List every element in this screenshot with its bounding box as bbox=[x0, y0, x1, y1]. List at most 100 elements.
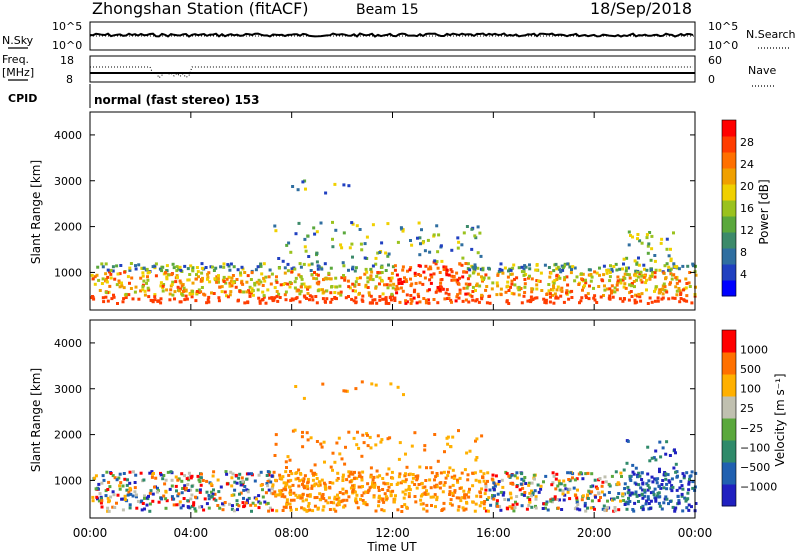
echo-cell bbox=[133, 490, 137, 494]
echo-cell bbox=[445, 273, 449, 277]
echo-cell bbox=[427, 288, 431, 292]
echo-cell bbox=[426, 238, 430, 242]
echo-cell bbox=[638, 239, 642, 243]
echo-cell bbox=[531, 298, 535, 301]
echo-cell bbox=[338, 452, 342, 456]
echo-cell bbox=[106, 299, 110, 303]
echo-cell bbox=[222, 280, 226, 283]
echo-cell bbox=[159, 284, 163, 288]
echo-cell bbox=[168, 487, 172, 491]
echo-cell bbox=[124, 296, 128, 299]
echo-cell bbox=[603, 284, 606, 288]
echo-cell bbox=[507, 474, 511, 478]
echo-cell bbox=[148, 491, 152, 495]
echo-cell bbox=[433, 259, 437, 263]
echo-cell bbox=[277, 266, 281, 270]
echo-cell bbox=[266, 288, 270, 292]
echo-cell bbox=[427, 301, 431, 305]
echo-cell bbox=[331, 451, 335, 455]
time-axis: 00:00 04:00 08:00 12:00 16:00 20:00 00:00 bbox=[73, 112, 712, 540]
echo-cell bbox=[689, 474, 693, 478]
echo-cell bbox=[331, 220, 334, 224]
echo-cell bbox=[443, 297, 447, 301]
echo-cell bbox=[522, 273, 526, 277]
echo-cell bbox=[318, 492, 322, 496]
echo-cell bbox=[321, 288, 324, 292]
echo-cell bbox=[633, 285, 636, 289]
echo-cell bbox=[491, 486, 495, 490]
echo-cell bbox=[293, 280, 297, 284]
echo-cell bbox=[250, 271, 254, 275]
echo-cell bbox=[646, 488, 650, 492]
echo-cell bbox=[91, 495, 95, 499]
echo-cell bbox=[602, 264, 606, 268]
echo-cell bbox=[351, 222, 355, 226]
echo-cell bbox=[456, 293, 460, 297]
echo-cell bbox=[269, 480, 273, 484]
echo-cell bbox=[316, 507, 320, 511]
echo-cell bbox=[464, 298, 468, 302]
echo-cell bbox=[445, 268, 449, 272]
x-tick-label: 12:00 bbox=[375, 526, 410, 540]
echo-cell bbox=[658, 268, 662, 272]
echo-cell bbox=[390, 271, 394, 275]
echo-cell bbox=[304, 285, 308, 289]
echo-cell bbox=[449, 498, 453, 502]
echo-cell bbox=[216, 478, 220, 482]
echo-cell bbox=[217, 299, 221, 303]
echo-cell bbox=[271, 297, 275, 301]
echo-cell bbox=[99, 501, 103, 505]
echo-cell bbox=[439, 281, 443, 285]
echo-cell bbox=[529, 494, 533, 498]
echo-cell bbox=[230, 276, 234, 280]
echo-cell bbox=[151, 492, 155, 496]
echo-cell bbox=[361, 499, 365, 502]
echo-cell bbox=[653, 254, 657, 257]
echo-cell bbox=[449, 268, 453, 272]
echo-cell bbox=[278, 296, 282, 299]
echo-cell bbox=[328, 481, 332, 484]
echo-cell bbox=[595, 301, 599, 304]
echo-cell bbox=[517, 266, 521, 270]
echo-cell bbox=[308, 294, 312, 298]
echo-cell bbox=[277, 257, 281, 260]
echo-cell bbox=[648, 296, 652, 300]
echo-cell bbox=[589, 485, 593, 489]
echo-cell bbox=[694, 502, 698, 505]
echo-cell bbox=[174, 280, 178, 284]
echo-cell bbox=[471, 265, 475, 269]
echo-cell bbox=[488, 267, 491, 271]
echo-cell bbox=[522, 493, 526, 497]
echo-cell bbox=[257, 500, 261, 504]
echo-cell bbox=[253, 281, 257, 285]
echo-cell bbox=[310, 295, 314, 299]
echo-cell bbox=[408, 268, 412, 272]
echo-cell bbox=[279, 283, 283, 287]
echo-cell bbox=[180, 284, 184, 288]
echo-cell bbox=[368, 435, 372, 439]
echo-cell bbox=[148, 502, 152, 506]
echo-cell bbox=[630, 491, 634, 495]
power-colorbar-label: Power [dB] bbox=[757, 179, 771, 244]
echo-cell bbox=[210, 494, 214, 498]
echo-cell bbox=[180, 472, 184, 476]
echo-cell bbox=[291, 429, 295, 433]
echo-cell bbox=[486, 479, 489, 483]
echo-cell bbox=[681, 487, 685, 491]
echo-cell bbox=[242, 496, 245, 500]
echo-cell bbox=[496, 492, 500, 496]
echo-cell bbox=[506, 284, 510, 288]
echo-cell bbox=[430, 275, 434, 279]
echo-cell bbox=[421, 282, 425, 286]
echo-cell bbox=[640, 493, 644, 497]
echo-cell bbox=[257, 296, 261, 300]
echo-cell bbox=[337, 291, 341, 295]
echo-cell bbox=[368, 293, 371, 297]
echo-cell bbox=[477, 479, 481, 483]
echo-cell bbox=[561, 492, 565, 496]
echo-cell bbox=[592, 286, 595, 290]
echo-cell bbox=[331, 245, 335, 249]
echo-cell bbox=[641, 507, 645, 511]
echo-cell bbox=[334, 509, 338, 513]
echo-cell bbox=[296, 495, 300, 499]
